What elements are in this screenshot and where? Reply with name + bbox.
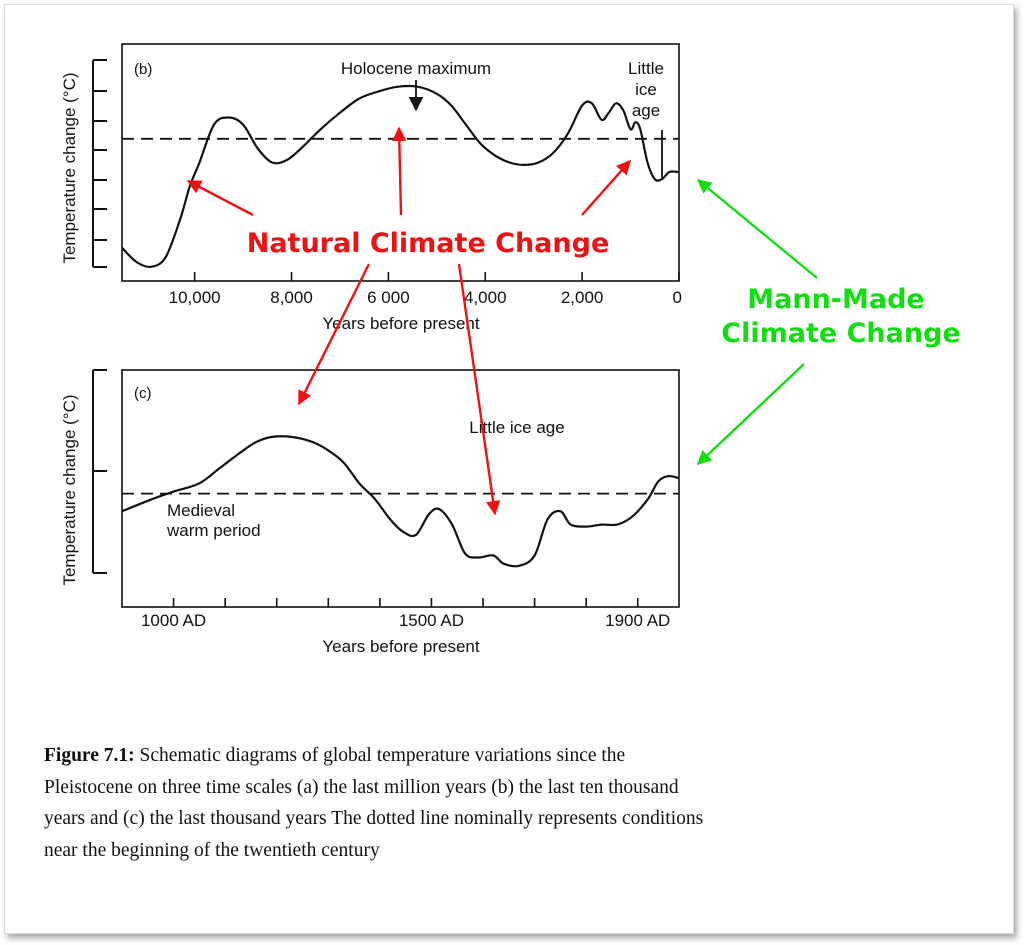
panel-b-label: (b) (134, 61, 152, 78)
x-tick-label: 1500 AD (399, 611, 464, 630)
x-tick-label: 0 (673, 288, 682, 307)
panel-c-chart: 1000 AD 1500 AD 1900 AD (c) Little ice age… (60, 369, 680, 656)
panel-c-label: (c) (134, 385, 152, 402)
red-arrow-3 (581, 159, 631, 216)
mann-made-label-line2: Climate Change (721, 318, 960, 349)
panel-b-series-line (121, 84, 680, 269)
medieval-label-line2: warm period (166, 521, 261, 540)
panel-b-y-label: Temperature change (°C) (60, 72, 79, 263)
little-ice-age-annotation-line2: ice (635, 80, 657, 99)
panel-c-x-ticks: 1000 AD 1500 AD 1900 AD (141, 598, 670, 630)
panel-c-plot-frame (121, 369, 680, 608)
little-ice-age-annotation-line1: Little (628, 59, 664, 78)
mann-made-label-line1: Mann-Made (747, 284, 924, 315)
x-tick-label: 10,000 (169, 288, 221, 307)
panel-b-x-label: Years before present (322, 314, 479, 333)
x-tick-label: 8,000 (270, 288, 313, 307)
x-tick-label: 2,000 (561, 288, 604, 307)
caption-text: Schematic diagrams of global temperature… (44, 745, 704, 861)
caption-label: Figure 7.1: (44, 745, 135, 766)
x-tick-label: 6 000 (367, 288, 410, 307)
panel-b-plot-frame (121, 43, 680, 282)
panel-c-x-label: Years before present (322, 637, 479, 656)
little-ice-age-label: Little ice age (469, 418, 564, 437)
medieval-label-line1: Medieval (167, 501, 235, 520)
figure-frame (4, 4, 1014, 934)
panel-b-y-ticks (93, 59, 107, 268)
natural-climate-overlay: Natural Climate Change (186, 126, 631, 516)
panel-b-x-ticks: 10,000 8,000 6 000 4,000 2,000 0 (169, 272, 682, 307)
red-arrow-4 (297, 263, 371, 406)
red-arrow-5 (457, 263, 501, 516)
panel-b-chart: 10,000 8,000 6 000 4,000 2,000 0 (b) Holocene… (60, 43, 682, 333)
green-arrow-up (696, 179, 818, 279)
panel-c-series-line (121, 435, 680, 568)
red-arrow-2 (392, 126, 407, 216)
natural-climate-change-label: Natural Climate Change (247, 228, 610, 259)
holocene-maximum-annotation: Holocene maximum (341, 59, 491, 78)
figure-caption: Figure 7.1: Schematic diagrams of global… (44, 740, 704, 866)
x-tick-label: 4,000 (464, 288, 507, 307)
panel-c-y-label: Temperature change (°C) (60, 394, 79, 585)
x-tick-label: 1000 AD (141, 611, 206, 630)
panel-c-y-ticks (93, 369, 107, 574)
mann-made-overlay: Mann-Made Climate Change (696, 179, 961, 465)
x-tick-label: 1900 AD (605, 611, 670, 630)
little-ice-age-annotation-line3: age (632, 101, 660, 120)
red-arrow-1 (186, 179, 254, 217)
green-arrow-down (696, 363, 805, 465)
